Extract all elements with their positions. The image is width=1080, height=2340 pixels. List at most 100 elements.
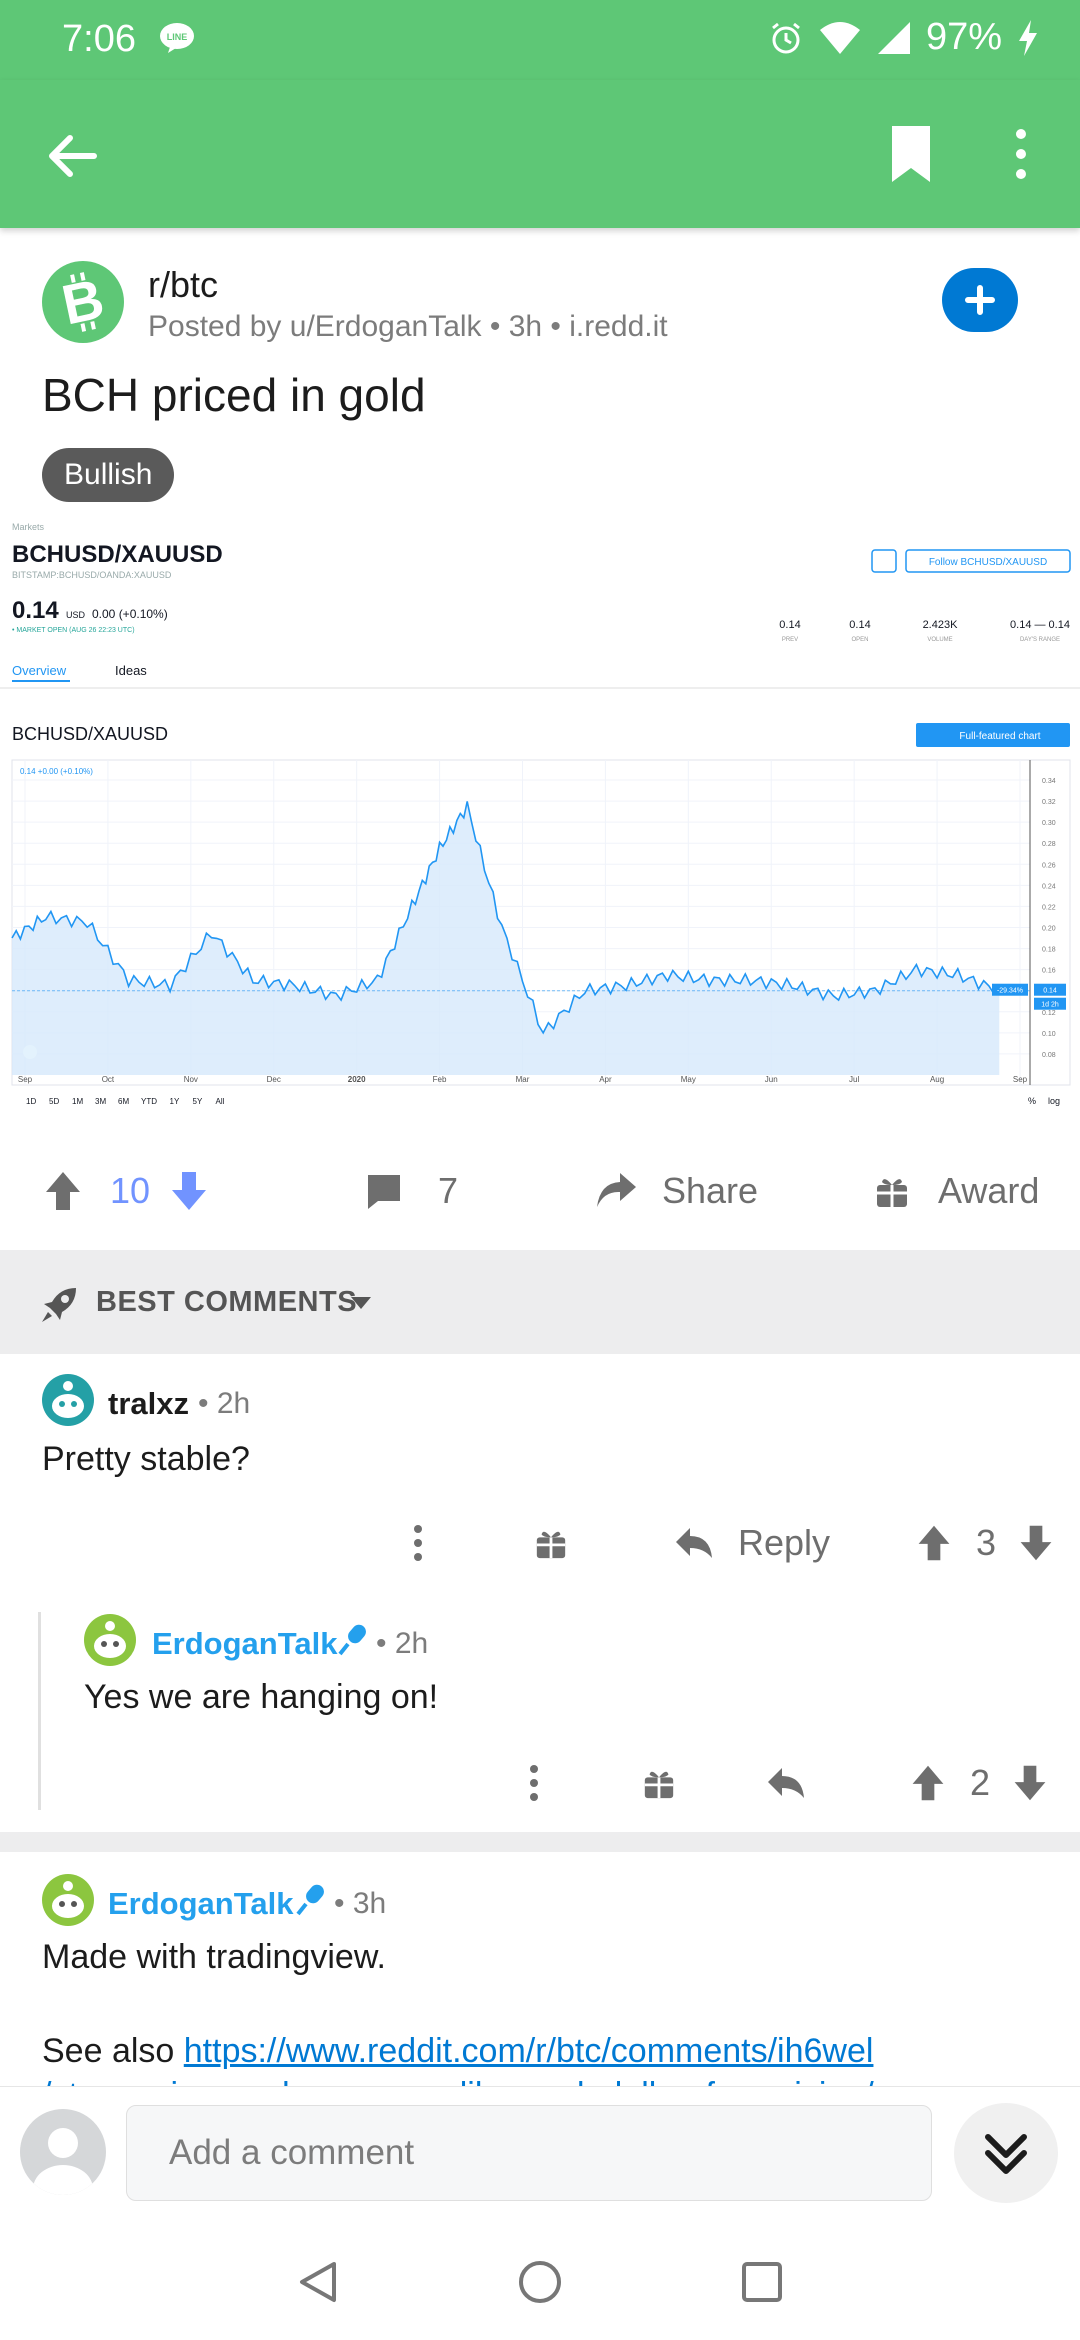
full-chart-button <box>916 723 1070 747</box>
post-image[interactable]: Markets BCHUSD/XAUUSD BITSTAMP:BCHUSD/OA… <box>0 520 1080 1120</box>
pct-tag-label: -29.34% <box>997 988 1023 995</box>
snoo-avatar-icon[interactable] <box>84 1614 136 1666</box>
double-chevron-down-icon <box>985 2134 1027 2174</box>
y-tick-label: 0.32 <box>1042 799 1056 806</box>
range-button-all[interactable]: All <box>216 1097 225 1106</box>
nav-home-icon[interactable] <box>518 2260 562 2304</box>
price-tag <box>1034 983 1066 996</box>
range-button-ytd[interactable]: YTD <box>141 1097 157 1106</box>
bitcoin-cash-icon: B <box>57 266 110 336</box>
comment-body: Pretty stable? <box>42 1440 250 1478</box>
add-comment-input[interactable]: Add a comment <box>126 2105 932 2201</box>
range-button-1m[interactable]: 1M <box>72 1097 83 1106</box>
system-nav-bar <box>0 2222 1080 2340</box>
snoo-avatar-icon[interactable] <box>42 1874 94 1926</box>
pct-tag <box>992 983 1028 996</box>
gift-icon <box>877 1179 907 1207</box>
back-arrow-icon[interactable] <box>44 128 100 184</box>
comment-username[interactable]: ErdoganTalk <box>152 1626 338 1661</box>
user-avatar[interactable] <box>20 2109 106 2195</box>
thread-line <box>38 1612 41 1810</box>
upvote-icon[interactable] <box>916 1524 952 1562</box>
share-icon <box>597 1173 636 1207</box>
range-button-1d[interactable]: 1D <box>26 1097 36 1106</box>
person-icon <box>33 2128 93 2195</box>
comment-body: Made with tradingview. <box>42 1938 386 1976</box>
percent-toggle: % <box>1028 1096 1036 1106</box>
range-button-3m[interactable]: 3M <box>95 1097 106 1106</box>
snoo-avatar-icon[interactable] <box>42 1374 94 1426</box>
post-header: B r/btc Posted by u/ErdoganTalk • 3h • i… <box>42 258 1042 348</box>
alarm-icon <box>772 22 800 53</box>
downvote-icon[interactable] <box>170 1170 208 1212</box>
rocket-icon <box>42 1288 76 1322</box>
mod-mic-icon <box>296 1884 324 1916</box>
stat-value: 2.423K <box>923 619 959 631</box>
sort-bar[interactable]: BEST COMMENTS <box>0 1250 1080 1354</box>
downvote-icon[interactable] <box>1018 1524 1054 1562</box>
x-tick-label: Jun <box>765 1075 778 1084</box>
chart-legend: 0.14 +0.00 (+0.10%) <box>20 767 93 776</box>
comment-username[interactable]: tralxz <box>108 1386 189 1421</box>
downvote-icon[interactable] <box>1012 1764 1048 1802</box>
comment-divider <box>0 1832 1080 1852</box>
comment-time: • 2h <box>198 1387 251 1420</box>
comment-link-line2[interactable]: /stop_using_usd_measure_like_usd_dollar_… <box>42 2076 874 2086</box>
collapse-button[interactable] <box>954 2103 1058 2203</box>
stat-value: 0.14 <box>779 619 800 631</box>
y-tick-label: 0.10 <box>1042 1031 1056 1038</box>
battery-percent: 97% <box>925 16 1002 58</box>
award-button[interactable]: Award <box>874 1170 1039 1212</box>
range-button-1y[interactable]: 1Y <box>170 1097 180 1106</box>
comment-username[interactable]: ErdoganTalk <box>108 1886 294 1921</box>
follow-button <box>905 549 1071 573</box>
x-tick-label: Aug <box>930 1075 944 1084</box>
range-button-5d[interactable]: 5D <box>49 1097 59 1106</box>
flair-badge[interactable]: Bullish <box>42 448 175 502</box>
nav-back-icon[interactable] <box>296 2260 340 2304</box>
x-tick-label: Sep <box>1013 1075 1028 1084</box>
join-button[interactable] <box>942 268 1018 332</box>
reply-label[interactable]: Reply <box>738 1522 831 1563</box>
price-tag-label: 0.14 <box>1043 988 1057 995</box>
gift-icon[interactable] <box>642 1766 676 1800</box>
comment-link-cont[interactable]: /stop_using_usd_measure_like_usd_dollar_… <box>42 2076 874 2086</box>
charging-icon <box>1019 19 1037 56</box>
price-tags: -29.34% 0.14 1d 2h <box>12 983 1066 1010</box>
plus-icon <box>965 285 995 315</box>
y-tick-label: 0.26 <box>1042 862 1056 869</box>
comment-link[interactable]: https://www.reddit.com/r/btc/comments/ih… <box>183 2032 874 2070</box>
y-tick-label: 0.34 <box>1042 778 1056 785</box>
more-vertical-icon[interactable] <box>528 1763 540 1803</box>
more-vertical-icon[interactable] <box>412 1523 424 1563</box>
comments-button[interactable]: 7 <box>364 1170 458 1212</box>
x-tick-label: Mar <box>516 1075 530 1084</box>
y-tick-label: 0.22 <box>1042 904 1056 911</box>
status-bar: 7:06 LINE 97% <box>0 0 1080 80</box>
bookmark-icon[interactable] <box>888 124 934 184</box>
upvote-icon[interactable] <box>44 1170 82 1212</box>
range-button-5y[interactable]: 5Y <box>193 1097 203 1106</box>
stat-label: VOLUME <box>927 637 952 643</box>
tab-ideas: Ideas <box>115 663 147 678</box>
more-vertical-icon[interactable] <box>1006 124 1036 184</box>
tab-overview: Overview <box>12 663 67 678</box>
tradingview-chart: Markets BCHUSD/XAUUSD BITSTAMP:BCHUSD/OA… <box>0 522 1080 1106</box>
range-button-6m[interactable]: 6M <box>118 1097 129 1106</box>
exchange-label: BITSTAMP:BCHUSD/OANDA:XAUUSD <box>12 570 172 580</box>
gift-icon[interactable] <box>534 1526 568 1560</box>
stat-label: OPEN <box>851 637 868 643</box>
stat-label: DAY'S RANGE <box>1020 637 1060 643</box>
y-tick-label: 0.12 <box>1042 1010 1056 1017</box>
reply-icon[interactable] <box>766 1766 806 1800</box>
reply-icon[interactable] <box>674 1526 714 1560</box>
upvote-icon[interactable] <box>910 1764 946 1802</box>
subreddit-name[interactable]: r/btc <box>148 264 219 305</box>
nav-recents-icon[interactable] <box>740 2260 784 2304</box>
subreddit-avatar[interactable]: B <box>42 261 124 343</box>
app-bar <box>0 80 1080 228</box>
share-button[interactable]: Share <box>594 1170 758 1212</box>
comment-composer: Add a comment <box>0 2086 1080 2222</box>
comment-body: Yes we are hanging on! <box>84 1678 439 1716</box>
share-label: Share <box>662 1170 759 1211</box>
